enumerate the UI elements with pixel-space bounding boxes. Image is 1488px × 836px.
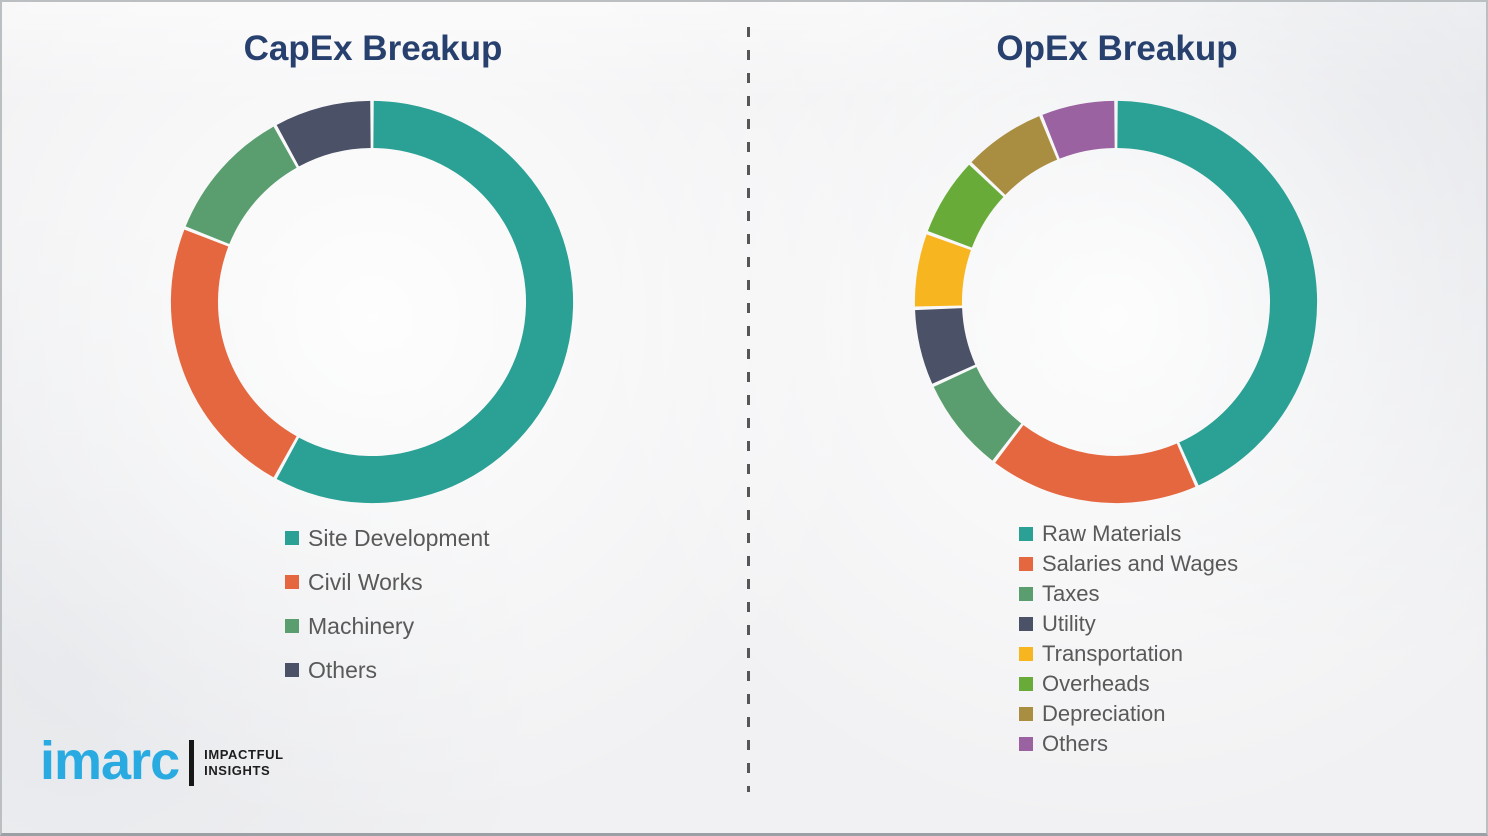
legend-swatch-icon (1019, 557, 1033, 571)
legend-swatch-icon (285, 575, 299, 589)
legend-item-transportation: Transportation (1019, 639, 1238, 669)
divider-dashed-line (747, 27, 750, 792)
legend-swatch-icon (1019, 587, 1033, 601)
legend-label: Machinery (308, 612, 415, 639)
legend-swatch-icon (1019, 527, 1033, 541)
capex-chart-title: CapEx Breakup (243, 29, 503, 68)
legend-label: Site Development (308, 524, 490, 551)
legend-label: Others (1042, 731, 1109, 756)
legend-item-civil-works: Civil Works (285, 560, 490, 604)
donut-segment-utility (915, 308, 976, 384)
opex-donut-chart (910, 96, 1322, 508)
donut-segment-salaries-and-wages (995, 425, 1196, 504)
legend-swatch-icon (1019, 677, 1033, 691)
donut-segment-taxes (933, 367, 1022, 461)
legend-swatch-icon (285, 531, 299, 545)
imarc-logo-tagline: IMPACTFUL INSIGHTS (204, 747, 284, 780)
legend-label: Salaries and Wages (1042, 551, 1239, 576)
donut-segment-civil-works (170, 229, 297, 478)
legend-label: Depreciation (1042, 701, 1166, 726)
legend-swatch-icon (1019, 647, 1033, 661)
donut-segment-others (1042, 100, 1115, 159)
donut-segment-site-development (276, 100, 574, 504)
donut-segment-machinery (185, 126, 297, 245)
donut-segment-raw-materials (1117, 100, 1318, 486)
legend-item-raw-materials: Raw Materials (1019, 519, 1238, 549)
legend-label: Utility (1042, 611, 1096, 636)
legend-item-others: Others (285, 648, 490, 692)
legend-label: Others (308, 656, 378, 683)
legend-item-taxes: Taxes (1019, 579, 1238, 609)
legend-item-others: Others (1019, 729, 1238, 759)
legend-item-machinery: Machinery (285, 604, 490, 648)
legend-label: Transportation (1042, 641, 1184, 666)
imarc-logo-wordmark: imarc (40, 731, 180, 791)
donut-segment-transportation (914, 234, 971, 307)
tagline-line-2: INSIGHTS (204, 763, 271, 778)
legend-swatch-icon (285, 619, 299, 633)
legend-label: Raw Materials (1042, 521, 1182, 546)
imarc-logo: imarc IMPACTFUL INSIGHTS (40, 734, 284, 788)
opex-donut-svg (914, 100, 1318, 504)
tagline-line-1: IMPACTFUL (204, 746, 284, 762)
legend-swatch-icon (1019, 737, 1033, 751)
capex-donut-chart (166, 96, 578, 508)
legend-item-utility: Utility (1019, 609, 1238, 639)
opex-legend: Raw Materials Salaries and Wages Taxes Util… (1019, 519, 1238, 759)
legend-swatch-icon (285, 663, 299, 677)
legend-item-depreciation: Depreciation (1019, 699, 1238, 729)
legend-swatch-icon (1019, 617, 1033, 631)
donut-segment-overheads (927, 164, 1004, 248)
legend-swatch-icon (1019, 707, 1033, 721)
capex-legend: Site Development Civil Works Machinery Othe… (285, 516, 490, 692)
donut-segment-others (276, 100, 371, 167)
legend-label: Civil Works (308, 568, 423, 595)
legend-item-overheads: Overheads (1019, 669, 1238, 699)
capex-donut-svg (170, 100, 574, 504)
opex-chart-title: OpEx Breakup (996, 29, 1238, 68)
donut-segment-depreciation (971, 116, 1058, 195)
legend-label: Overheads (1042, 671, 1150, 696)
legend-label: Taxes (1042, 581, 1100, 606)
legend-item-salaries-and-wages: Salaries and Wages (1019, 549, 1238, 579)
legend-item-site-development: Site Development (285, 516, 490, 560)
logo-divider-bar (189, 740, 195, 786)
